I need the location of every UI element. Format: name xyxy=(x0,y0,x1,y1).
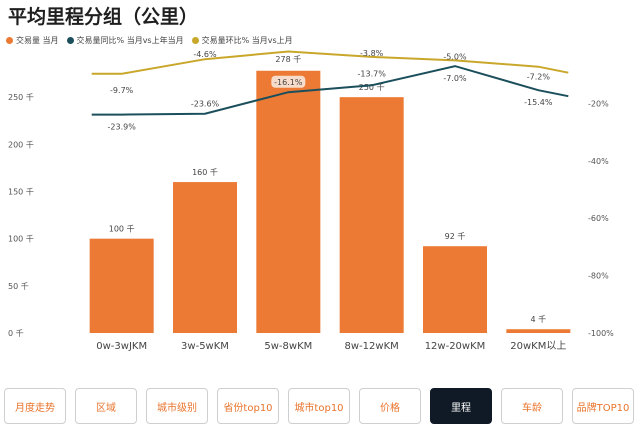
yoy-label-badge xyxy=(271,75,306,88)
bar-mark xyxy=(423,246,487,333)
x-tick-label: 12w-20wKM xyxy=(425,341,486,352)
yoy-data-label: -7.0% xyxy=(443,74,467,83)
tab-brand-top10[interactable]: 品牌TOP10 xyxy=(572,388,634,424)
tab-city-level[interactable]: 城市级别 xyxy=(146,388,208,424)
y-left-tick-label: 200 千 xyxy=(8,139,34,149)
bar-mark xyxy=(173,182,237,333)
mom-data-label: -7.2% xyxy=(527,73,551,82)
bar-data-label: 4 千 xyxy=(531,314,547,324)
bar-mark xyxy=(89,238,154,333)
tab-region[interactable]: 区域 xyxy=(75,388,137,424)
y-right-tick-label: -60% xyxy=(588,214,609,223)
legend-item-mom: 交易量环比% 当月vs上月 xyxy=(191,35,293,46)
legend-dot-mom xyxy=(191,37,199,44)
tab-city-top10[interactable]: 城市top10 xyxy=(288,388,350,424)
legend-dot-volume xyxy=(6,37,13,44)
bar-data-label: 100 千 xyxy=(109,224,135,234)
legend-label-mom: 交易量环比% 当月vs上月 xyxy=(201,36,293,45)
y-left-tick-label: 0 千 xyxy=(8,328,24,338)
x-tick-label: 5w-8wKM xyxy=(264,341,312,352)
yoy-data-label: -13.7% xyxy=(358,69,387,78)
yoy-data-label: -23.6% xyxy=(191,100,220,109)
bar-data-label: 278 千 xyxy=(275,54,301,64)
yoy-data-label: -16.1% xyxy=(274,78,303,87)
tab-vehicle-age[interactable]: 车龄 xyxy=(501,388,563,424)
yoy-data-label: -23.9% xyxy=(108,123,137,132)
y-left-tick-label: 100 千 xyxy=(8,234,34,244)
bar-data-label: 160 千 xyxy=(192,167,218,177)
y-right-tick-label: -80% xyxy=(588,272,609,281)
x-tick-label: 8w-12wKM xyxy=(345,341,399,352)
x-tick-label: 20wKM以上 xyxy=(510,340,566,352)
y-left-tick-label: 250 千 xyxy=(8,92,34,102)
y-left-tick-label: 50 千 xyxy=(8,281,29,291)
legend-label-yoy: 交易量同比% 当月vs上年当月 xyxy=(76,36,184,45)
x-tick-label: 3w-5wKM xyxy=(181,341,229,352)
bar-data-label: 92 千 xyxy=(445,231,466,241)
bar-mark xyxy=(256,70,321,334)
mom-data-label: -3.8% xyxy=(360,50,384,58)
bar-data-label: 250 千 xyxy=(359,82,385,92)
chart-legend: 交易量 当月 交易量同比% 当月vs上年当月 交易量环比% 当月vs上月 xyxy=(6,35,301,46)
bar-mark xyxy=(339,97,404,333)
tab-bar: 月度走势 区域 城市级别 省份top10 城市top10 价格 里程 车龄 品牌… xyxy=(0,386,640,428)
yoy-data-label: -15.4% xyxy=(524,98,553,107)
y-right-tick-label: -20% xyxy=(588,99,609,108)
page-title: 平均里程分组（公里） xyxy=(8,6,199,28)
legend-dot-yoy xyxy=(66,37,74,44)
legend-label-volume: 交易量 当月 xyxy=(16,36,59,45)
tab-price[interactable]: 价格 xyxy=(359,388,421,424)
legend-item-yoy: 交易量同比% 当月vs上年当月 xyxy=(66,35,184,46)
tab-monthly-trend[interactable]: 月度走势 xyxy=(4,388,66,424)
mom-data-label: -9.7% xyxy=(110,86,134,95)
mom-data-label: -4.6% xyxy=(193,50,217,59)
mom-data-label: -5.0% xyxy=(443,52,467,61)
mom-line xyxy=(91,50,569,75)
y-right-tick-label: -40% xyxy=(588,157,609,166)
y-left-tick-label: 150 千 xyxy=(8,187,34,197)
y-right-tick-label: -100% xyxy=(588,329,614,338)
yoy-line xyxy=(91,65,569,116)
tab-province-top10[interactable]: 省份top10 xyxy=(217,388,279,424)
legend-item-volume: 交易量 当月 xyxy=(6,35,59,46)
tab-mileage[interactable]: 里程 xyxy=(430,388,492,424)
bar-mark xyxy=(506,329,571,333)
x-tick-label: 0w-3wJKM xyxy=(96,341,147,352)
mileage-chart: 0 千 50 千 100 千 150 千 200 千 250 千 -20% -40% -60% -… xyxy=(8,50,614,352)
